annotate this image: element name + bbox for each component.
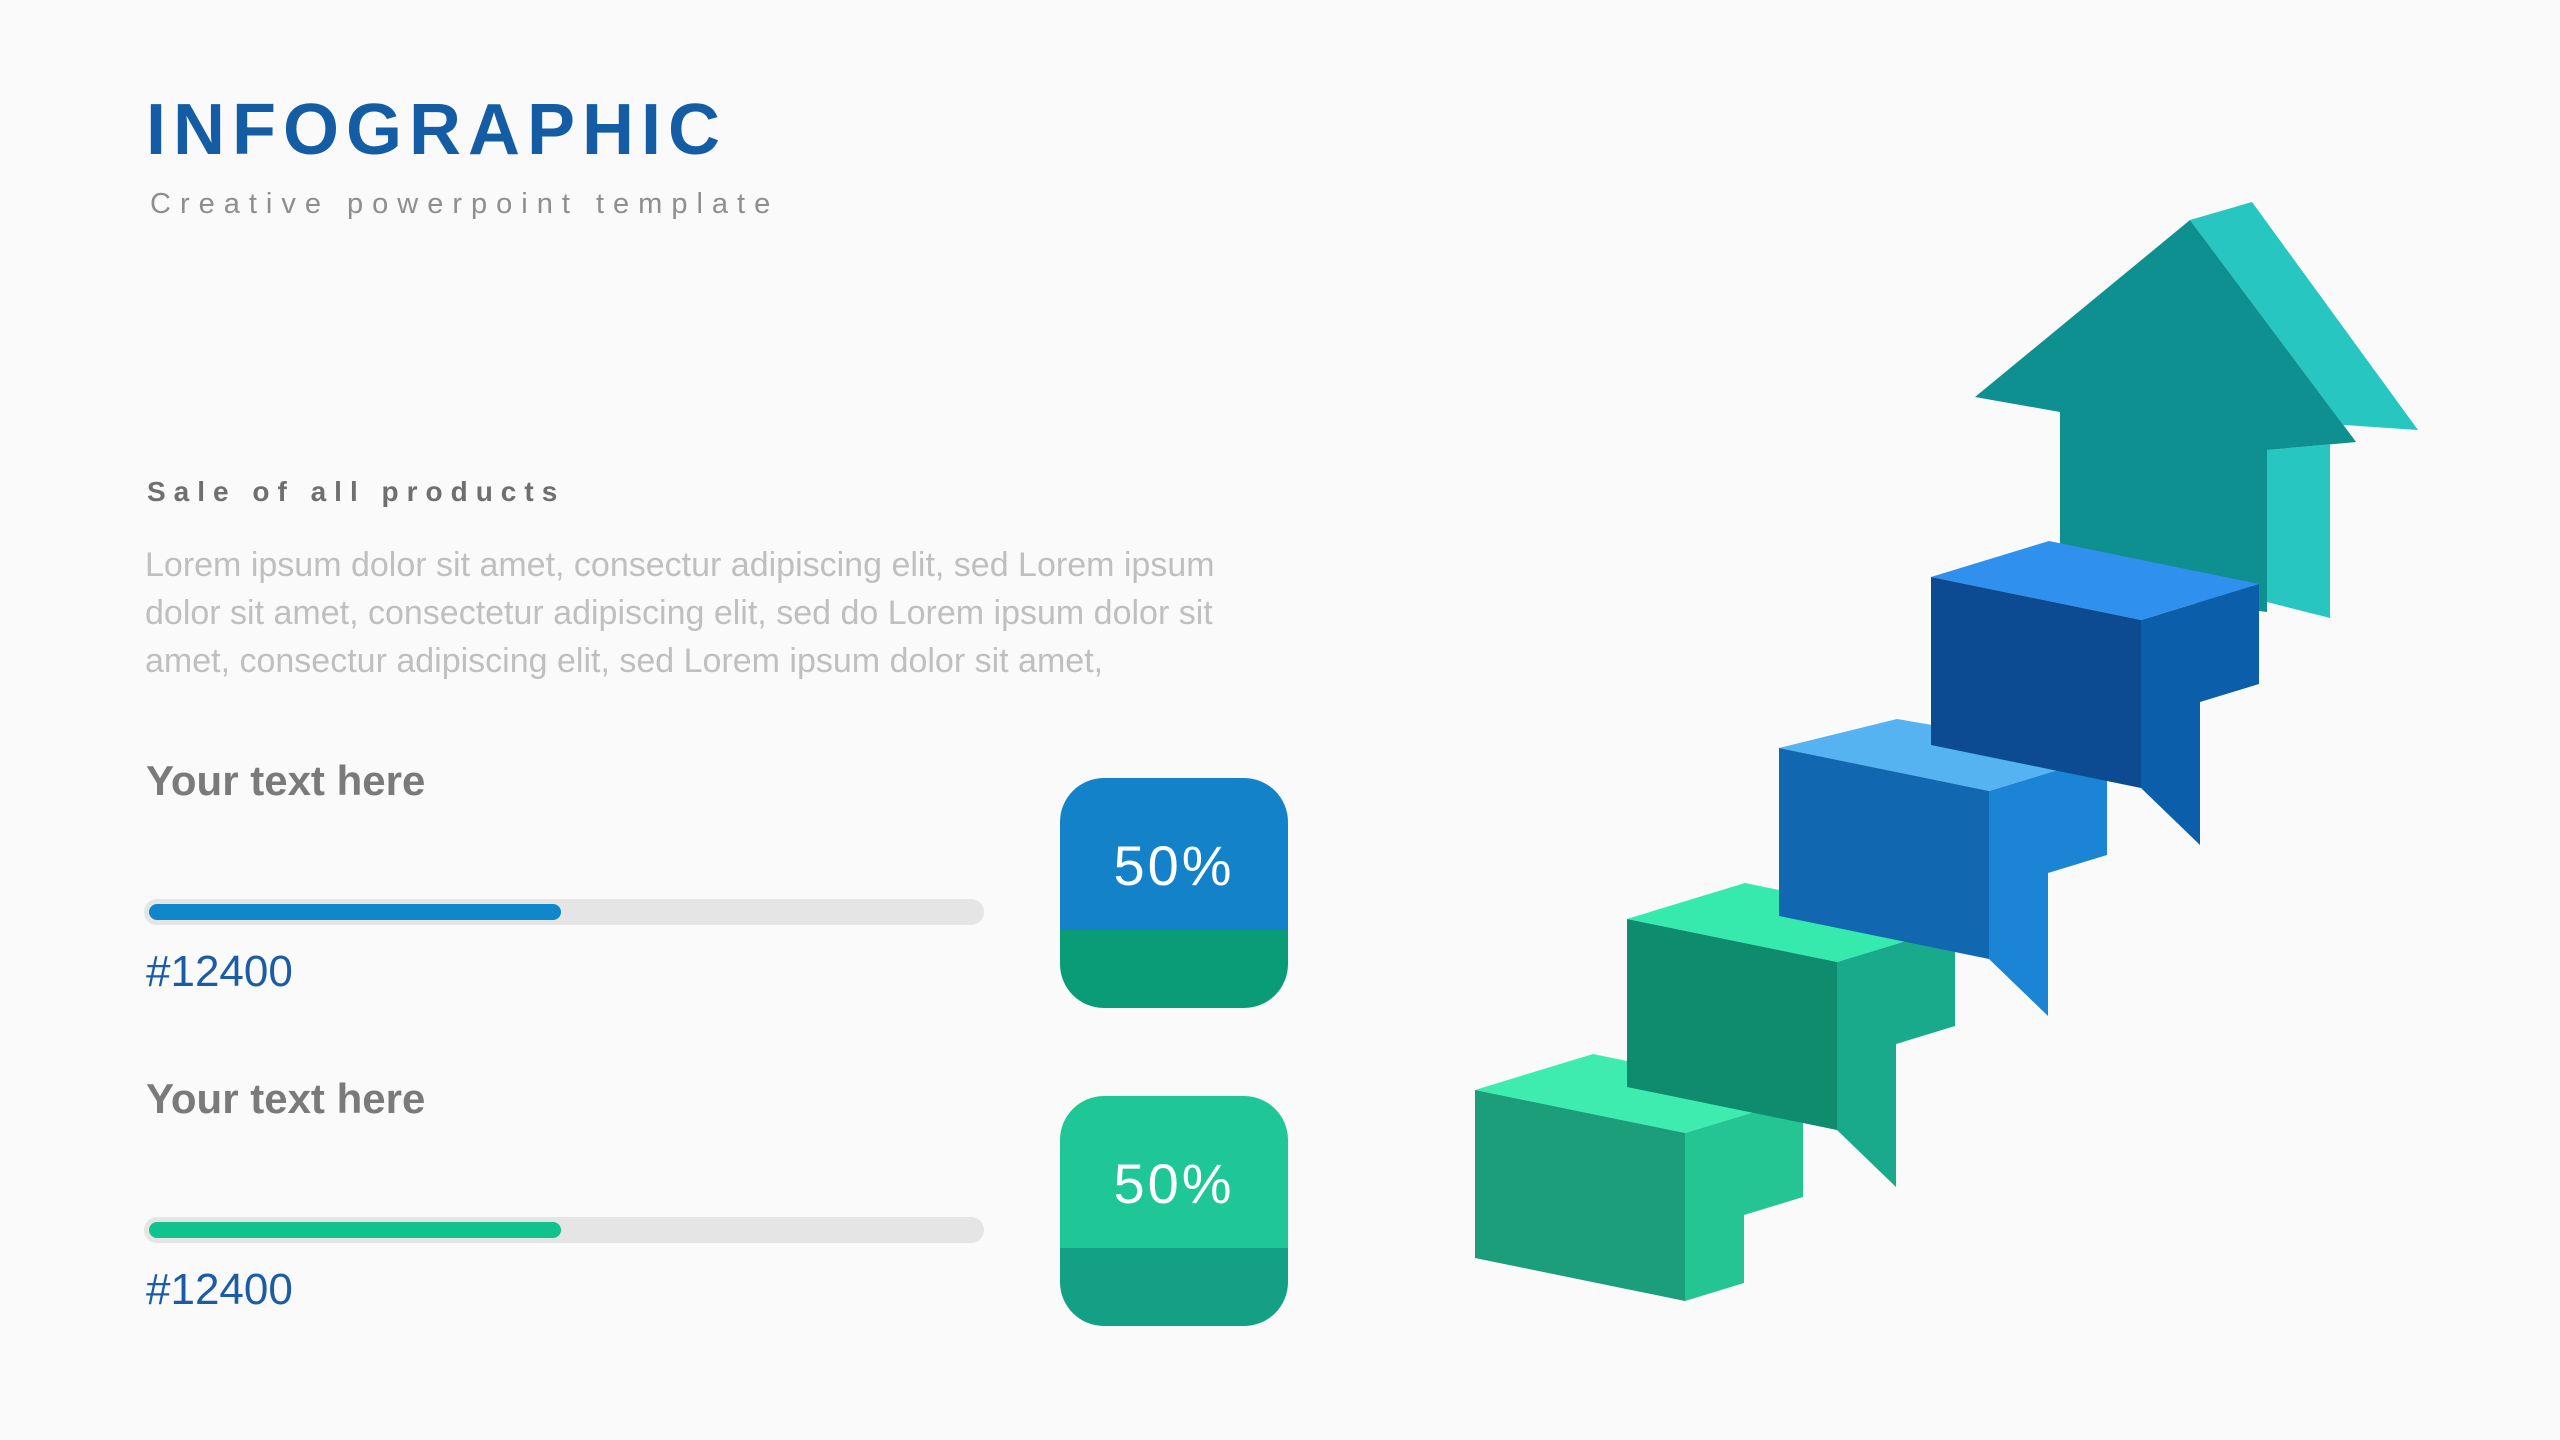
percent-badge-1: 50% (1060, 778, 1288, 1008)
progress-track (144, 1217, 984, 1243)
step4-side-face (2141, 584, 2259, 845)
step2-side-face (1837, 926, 1955, 1187)
metric-group-2: Your text here #12400 (144, 1078, 994, 1328)
badge-label: 50% (1113, 1152, 1235, 1216)
badge-bottom (1060, 1247, 1288, 1326)
body-line: dolor sit amet, consectetur adipiscing e… (145, 594, 1213, 632)
step1-side-face (1685, 1097, 1803, 1301)
step3-top-face (1779, 719, 2107, 791)
step4-top-face (1931, 541, 2259, 620)
progress-fill (149, 1222, 561, 1238)
page-title: INFOGRAPHIC (146, 90, 727, 170)
metric-group-1: Your text here #12400 (144, 760, 994, 1010)
badge-bottom (1060, 929, 1288, 1008)
step2-front-face (1627, 919, 1837, 1130)
page-subtitle: Creative powerpoint template (150, 188, 780, 220)
step1-front-face (1475, 1090, 1685, 1301)
metric-value: #12400 (146, 947, 293, 996)
body-text: Lorem ipsum dolor sit amet, consectur ad… (145, 541, 1285, 685)
step1-top-face (1475, 1054, 1803, 1133)
body-line: amet, consectur adipiscing elit, sed Lor… (145, 642, 1104, 680)
metric-label: Your text here (146, 757, 426, 804)
badge-top (1060, 778, 1288, 930)
percent-badge-2: 50% (1060, 1096, 1288, 1326)
metric-label: Your text here (146, 1075, 426, 1122)
section-heading: Sale of all products (147, 476, 566, 507)
progress-fill (149, 904, 561, 920)
arrow-front-face (1975, 220, 2356, 612)
step3-side-face (1989, 755, 2107, 1016)
step2-top-face (1627, 883, 1955, 962)
body-line: Lorem ipsum dolor sit amet, consectur ad… (145, 546, 1215, 584)
step4-front-face (1931, 577, 2141, 788)
progress-track (144, 899, 984, 925)
badge-label: 50% (1113, 834, 1235, 898)
step3-front-face (1779, 748, 1989, 959)
metric-value: #12400 (146, 1265, 293, 1314)
arrow-side-face (2190, 202, 2418, 618)
badge-top (1060, 1096, 1288, 1248)
